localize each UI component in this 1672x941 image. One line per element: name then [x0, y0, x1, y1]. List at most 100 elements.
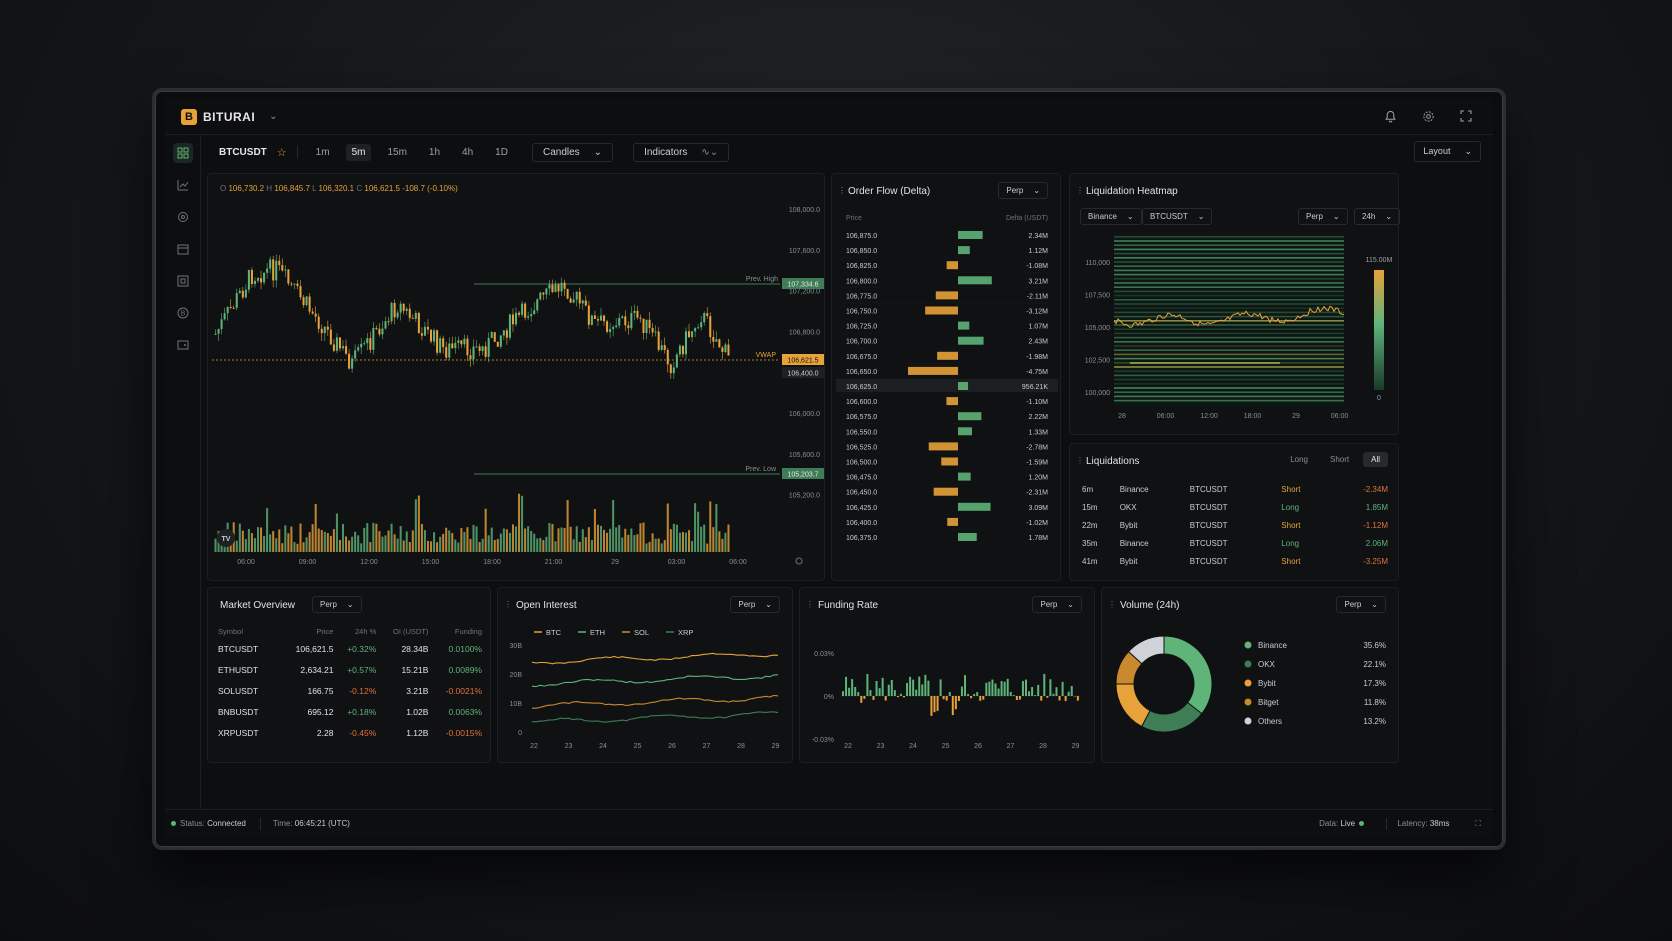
liquidation-row[interactable]: 35m Binance BTCUSDT Long 2.06M: [1082, 534, 1388, 552]
indicators-button[interactable]: Indicators ∿⌄: [633, 142, 730, 162]
candle-body: [402, 303, 405, 311]
order-flow-delta: -4.75M: [1026, 369, 1048, 376]
market-price: 166.75: [307, 685, 334, 696]
heatmap-symbol-select[interactable]: BTCUSDT ⌄: [1142, 208, 1213, 225]
symbol-selector[interactable]: BTCUSDT: [219, 146, 267, 158]
heatmap-chart[interactable]: 110,000 107,500 105,000 102,500 100,000 28 06…: [1070, 232, 1400, 432]
open-interest-chart[interactable]: BTC ETH SOL XRP 30B 20B 10B 0 22 23 24 25 26 27 28 29: [498, 622, 794, 762]
funding-bar: [1070, 685, 1073, 696]
liquidation-row[interactable]: 41m Bybit BTCUSDT Short -3.25M: [1082, 552, 1388, 570]
volume-bar: [275, 538, 278, 552]
drag-handle-icon[interactable]: ⋮: [504, 600, 512, 609]
target-icon[interactable]: [173, 207, 193, 227]
filter-short[interactable]: Short: [1329, 455, 1350, 464]
prev-high-tag: [782, 278, 824, 289]
volume-select[interactable]: Perp ⌄: [1336, 596, 1386, 613]
funding-rate-select[interactable]: Perp ⌄: [1032, 596, 1082, 613]
order-flow-bar: [908, 366, 958, 375]
funding-rate-chart[interactable]: 0.03% 0% -0.03% 22 23 24 25 26 27 28 29: [800, 622, 1096, 762]
volume-bar: [381, 536, 384, 552]
market-overview-table: Symbol Price 24h % OI (USDT) Funding BTC…: [218, 624, 482, 743]
order-flow-price: 106,875.0: [846, 233, 877, 240]
grid-icon[interactable]: [173, 271, 193, 291]
drag-handle-icon[interactable]: ⋮: [1076, 456, 1084, 465]
calendar-icon[interactable]: [173, 239, 193, 259]
expand-icon[interactable]: ⛶: [1475, 818, 1481, 828]
drag-handle-icon[interactable]: ⋮: [1108, 600, 1116, 609]
candle-body: [621, 316, 624, 318]
market-row[interactable]: XRPUSDT 2.28 -0.45% 1.12B -0.0015%: [218, 722, 482, 743]
volume-bar: [272, 531, 275, 552]
current-price-value: 106,400.0: [787, 371, 818, 378]
oi-x-tick: 28: [737, 743, 745, 750]
liquidation-row[interactable]: 6m Binance BTCUSDT Short -2.34M: [1082, 480, 1388, 498]
layout-button[interactable]: Layout ⌄: [1414, 141, 1481, 162]
order-flow-delta: 1.12M: [1029, 248, 1049, 255]
tf-15m[interactable]: 15m: [387, 146, 407, 158]
funding-bar: [1034, 695, 1037, 696]
volume-donut-chart[interactable]: Binance 35.6% OKX 22.1% Bybit 17.3% Bitget 11.8…: [1102, 622, 1400, 762]
chart-icon[interactable]: [173, 175, 193, 195]
chevron-down-icon: ⌄: [1464, 146, 1472, 156]
liquidation-side: Short: [1281, 520, 1301, 530]
chevron-down-icon[interactable]: ⌄: [269, 111, 278, 122]
heatmap-exchange-select[interactable]: Binance ⌄: [1080, 208, 1142, 225]
candle-body: [302, 297, 305, 306]
market-row[interactable]: ETHUSDT 2,634.21 +0.57% 15.21B 0.0089%: [218, 659, 482, 680]
funding-bar: [863, 696, 866, 699]
bell-icon[interactable]: [1381, 107, 1399, 125]
bitcoin-icon[interactable]: B: [173, 303, 193, 323]
open-interest-select[interactable]: Perp ⌄: [730, 596, 780, 613]
candle-body: [263, 272, 266, 283]
candle-body: [320, 328, 323, 334]
candle-body: [426, 326, 430, 330]
drag-handle-icon[interactable]: ⋮: [1076, 186, 1084, 195]
status-time: Time: 06:45:21 (UTC): [273, 819, 350, 828]
heatmap-band: [1114, 307, 1344, 309]
filter-all[interactable]: All: [1363, 452, 1388, 467]
candle-body: [575, 291, 578, 300]
volume-bar: [311, 524, 314, 552]
ohlc-h-label: H: [266, 184, 273, 193]
market-row[interactable]: SOLUSDT 166.75 -0.12% 3.21B -0.0021%: [218, 680, 482, 701]
wallet-icon[interactable]: [173, 335, 193, 355]
tf-4h[interactable]: 4h: [462, 146, 474, 158]
funding-bar: [1009, 691, 1012, 696]
fullscreen-icon[interactable]: [1457, 107, 1475, 125]
funding-bar: [887, 684, 890, 696]
tf-1h[interactable]: 1h: [428, 146, 441, 158]
funding-bar: [942, 696, 945, 700]
oi-legend-label: SOL: [634, 628, 649, 637]
volume-bar: [305, 537, 308, 552]
tf-1m[interactable]: 1m: [315, 146, 330, 158]
settings-icon[interactable]: [1419, 107, 1437, 125]
candle-body: [688, 331, 691, 338]
open-interest-panel: ⋮ Open Interest Perp ⌄ BTC ETH SOL XRP 30B 20B…: [497, 587, 793, 763]
market-row[interactable]: BTCUSDT 106,621.5 +0.32% 28.34B 0.0100%: [218, 638, 482, 659]
price-chart[interactable]: 108,000.0 107,600.0 107,200.0 106,800.0 106,…: [208, 174, 826, 582]
brand-name[interactable]: BITURAI: [203, 109, 256, 124]
volume-bar: [684, 532, 688, 552]
liquidation-row[interactable]: 22m Bybit BTCUSDT Short -1.12M: [1082, 516, 1388, 534]
liquidation-row[interactable]: 15m OKX BTCUSDT Long 1.85M: [1082, 498, 1388, 516]
chart-type-select[interactable]: Candles ⌄: [531, 142, 614, 162]
volume-bar: [618, 525, 621, 552]
candle-body: [651, 327, 654, 333]
drag-handle-icon[interactable]: ⋮: [838, 186, 846, 195]
candle-body: [281, 265, 284, 271]
heatmap-range-select[interactable]: 24h ⌄: [1354, 208, 1401, 225]
filter-long[interactable]: Long: [1290, 455, 1308, 464]
candle-body: [666, 349, 669, 365]
tf-1d[interactable]: 1D: [495, 146, 508, 158]
volume-bar: [433, 532, 436, 552]
star-icon[interactable]: ☆: [276, 146, 287, 159]
heatmap-market-select[interactable]: Perp ⌄: [1298, 208, 1348, 225]
order-flow-market-select[interactable]: Perp ⌄: [998, 182, 1048, 199]
funding-y-tick: -0.03%: [812, 737, 834, 744]
drag-handle-icon[interactable]: ⋮: [806, 600, 814, 609]
dashboard-icon[interactable]: [173, 143, 193, 163]
market-overview-select[interactable]: Perp ⌄: [312, 596, 362, 613]
volume-bar: [214, 538, 217, 552]
market-row[interactable]: BNBUSDT 695.12 +0.18% 1.02B 0.0063%: [218, 701, 482, 722]
tf-5m[interactable]: 5m: [345, 143, 372, 161]
